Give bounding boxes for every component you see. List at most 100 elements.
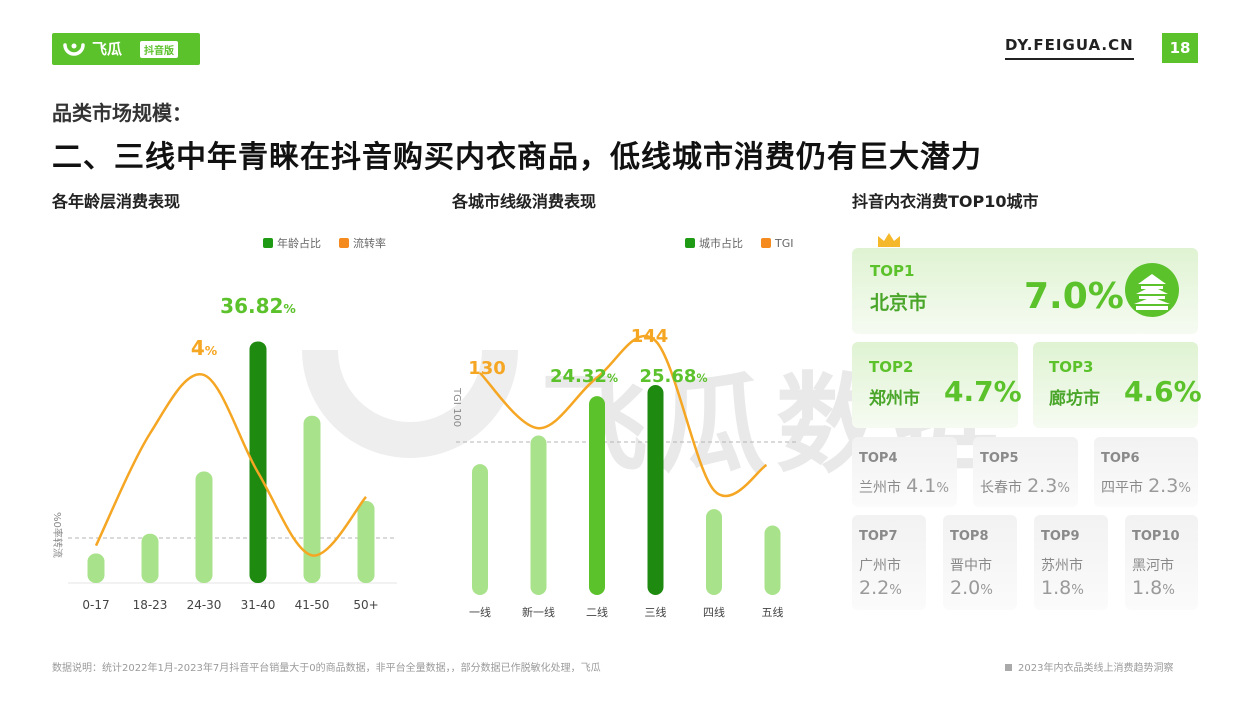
rank-label: TOP4 [859,451,898,466]
site-url[interactable]: DY.FEIGUA.CN [1005,36,1134,60]
rank-label: TOP7 [859,529,898,544]
top-cities-title: 抖音内衣消费TOP10城市 [852,192,1039,211]
bar-41-50 [303,415,321,583]
city-row: 长春市 2.3% [980,475,1070,497]
bar-一线 [472,464,488,595]
top-city-card-4: TOP4 兰州市 4.1% [852,437,957,507]
bar-50+ [357,501,375,583]
legend-label: 城市占比 [699,237,743,250]
city-name: 廊坊市 [1049,389,1100,409]
x-tick-label: 0-17 [82,598,109,612]
top-city-card-9: TOP9 苏州市 1.8% [1034,515,1108,610]
bar-四线 [706,509,722,595]
report-name: 2023年内衣品类线上消费趋势洞察 [1005,659,1173,674]
city-name: 长春市 [980,480,1022,496]
x-tick-label: 一线 [469,605,491,619]
feigua-logo: 飞瓜 抖音版 [52,33,200,65]
rank-label: TOP9 [1041,529,1080,544]
city-share: 2.0% [950,577,993,599]
bullet-icon [1005,664,1012,671]
bar-18-23 [141,533,159,583]
city-tier-chart-title: 各城市线级消费表现 [452,192,597,211]
x-tick-label: 四线 [703,605,725,619]
city-share: 4.1% [906,475,949,497]
rank-label: TOP3 [1049,358,1094,376]
melon-logo-icon [63,43,85,56]
city-chart-legend: 城市占比 TGI [685,235,794,251]
y-axis-label: TGI 100 [451,387,462,427]
watermark-logo-icon [302,349,518,458]
city-name: 四平市 [1101,480,1143,496]
city-name: 晋中市 [950,558,992,574]
rank-label: TOP2 [869,358,914,376]
data-note: 数据说明：统计2022年1月-2023年7月抖音平台销量大于0的商品数据，非平台… [52,663,601,674]
legend-swatch-orange [339,238,349,248]
city-name: 兰州市 [859,480,901,496]
temple-of-heaven-icon [1125,263,1179,317]
logo-text: 飞瓜 [92,40,123,58]
top-city-card-7: TOP7 广州市 2.2% [852,515,926,610]
legend-swatch-green [685,238,695,248]
bar-0-17 [87,553,105,583]
x-tick-label: 五线 [762,605,784,619]
line-data-label: 144 [631,326,669,347]
x-tick-label: 24-30 [187,598,222,612]
crown-icon [878,233,900,247]
rank-label: TOP6 [1101,451,1140,466]
legend-label: 年龄占比 [277,237,321,250]
city-share: 4.6% [1124,375,1202,408]
city-share: 1.8% [1132,577,1175,599]
city-share: 2.2% [859,577,902,599]
city-name: 广州市 [859,558,901,574]
bar-31-40 [249,341,267,583]
page-title: 二、三线中年青睐在抖音购买内衣商品，低线城市消费仍有巨大潜力 [52,140,982,175]
city-share: 4.7% [944,375,1022,408]
city-share: 1.8% [1041,577,1084,599]
rank-label: TOP10 [1132,529,1180,544]
bar-三线 [647,385,664,595]
line-tgi [479,334,768,498]
line-data-label: 130 [468,358,506,379]
top-city-card-1: TOP1 北京市 7.0% [852,248,1198,334]
rank-label: TOP5 [980,451,1019,466]
legend-label: TGI [775,236,794,250]
x-tick-label: 18-23 [133,598,168,612]
line-data-label: 4% [191,336,218,360]
top-city-card-5: TOP5 长春市 2.3% [973,437,1078,507]
city-share: 2.3% [1148,475,1191,497]
bar-新一线 [530,435,547,595]
city-name: 北京市 [870,292,928,314]
page-number: 18 [1162,33,1198,63]
city-share: 2.3% [1027,475,1070,497]
x-tick-label: 三线 [645,605,667,619]
top-city-card-6: TOP6 四平市 2.3% [1094,437,1198,507]
age-chart-title: 各年龄层消费表现 [52,192,181,211]
age-chart-legend: 年龄占比 流转率 [263,235,386,251]
x-tick-label: 31-40 [241,598,276,612]
rank-label: TOP1 [870,262,915,280]
city-row: 兰州市 4.1% [859,475,949,497]
top-city-card-2: TOP2 郑州市 4.7% [852,342,1022,428]
bar-24-30 [195,471,213,583]
city-tier-chart: TGI 100 一线 新一线 二线 三线 四线 五线 24.32% 25.68% 130 144 [451,326,798,619]
x-tick-label: 二线 [586,605,608,619]
legend-swatch-green [263,238,273,248]
y-axis-label: %0率转流 [51,512,64,558]
logo-badge: 抖音版 [140,41,178,58]
bar-data-label: 25.68% [639,366,707,387]
x-tick-label: 41-50 [295,598,330,612]
city-row: 四平市 2.3% [1101,475,1191,497]
rank-label: TOP8 [950,529,989,544]
x-tick-label: 新一线 [522,605,555,619]
top-city-card-10: TOP10 黑河市 1.8% [1125,515,1198,610]
legend-swatch-orange [761,238,771,248]
age-chart: %0率转流 0-17 18-23 24-30 31-40 41-50 50+ 36.82%4% [51,294,397,612]
bar-五线 [764,525,781,595]
page-subtitle: 品类市场规模： [52,101,192,125]
bar-data-label: 24.32% [550,366,618,387]
city-share: 7.0% [1024,276,1124,317]
line-liuzhuanlv [94,373,367,557]
city-name: 苏州市 [1041,558,1083,574]
x-tick-label: 50+ [353,598,378,612]
city-name: 黑河市 [1132,558,1174,574]
